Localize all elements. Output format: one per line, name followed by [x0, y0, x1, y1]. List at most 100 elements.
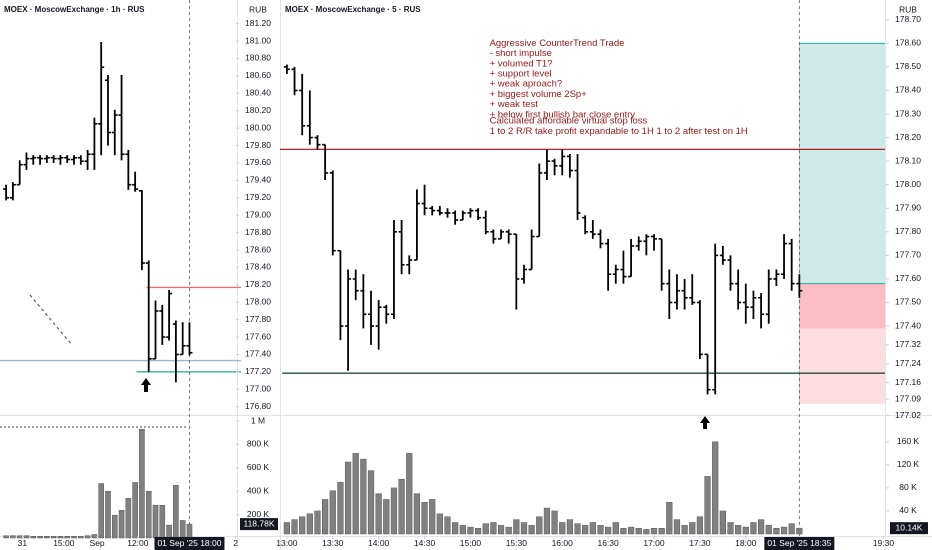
volume-bar — [750, 522, 757, 535]
y-tick-label: 177.80 — [245, 314, 271, 324]
y-tick-label: 178.40 — [895, 85, 921, 95]
volume-bar — [490, 522, 497, 535]
volume-bar — [712, 441, 719, 535]
y-tick-label: 177.02 — [895, 410, 921, 420]
volume-tick-label: 1 M — [251, 415, 265, 425]
volume-bar — [788, 523, 795, 535]
volume-bar — [559, 522, 566, 535]
x-tick-label: 14:30 — [414, 538, 436, 548]
volume-bar — [125, 497, 132, 539]
y-tick-label: 180.80 — [245, 53, 271, 63]
volume-bar — [719, 510, 726, 535]
y-tick-label: 177.40 — [895, 320, 921, 330]
chart-title: MOEX · MoscowExchange · 1h · RUS — [4, 5, 145, 14]
last-volume-label: 118.78K — [243, 518, 274, 528]
x-tick-label: 2 — [233, 538, 238, 548]
now-label-box — [764, 537, 835, 550]
y-tick-label: 178.50 — [895, 61, 921, 71]
volume-bar — [10, 535, 16, 539]
volume-bar — [118, 510, 125, 539]
annotation-text: + biggest volume 2Sp+ — [490, 89, 588, 100]
chart-title: MOEX · MoscowExchange · 5 · RUS — [285, 5, 421, 14]
volume-bar — [520, 522, 528, 535]
trend-drawing — [29, 294, 73, 346]
volume-bar — [291, 519, 298, 535]
y-tick-label: 178.00 — [895, 179, 921, 189]
volume-bar — [179, 520, 186, 539]
volume-bar — [84, 535, 91, 539]
volume-bar — [467, 526, 474, 535]
volume-tick-label: 800 K — [247, 439, 270, 449]
volume-bar — [582, 525, 589, 535]
y-tick-label: 179.60 — [245, 157, 271, 167]
volume-bar — [666, 502, 673, 535]
volume-bar — [742, 526, 749, 535]
volume-bar — [173, 485, 179, 539]
x-tick-label: 17:00 — [643, 538, 665, 548]
y-tick-label: 177.70 — [895, 250, 921, 260]
volume-bar — [50, 535, 57, 539]
annotation-text: Aggressive CounterTrend Trade — [490, 38, 625, 49]
volume-bar — [299, 516, 306, 535]
volume-bar — [30, 535, 37, 539]
volume-bar — [344, 461, 352, 535]
y-tick-label: 179.80 — [245, 140, 271, 150]
volume-bar — [367, 470, 375, 535]
y-tick-label: 177.09 — [895, 393, 921, 403]
volume-bar — [773, 527, 780, 535]
volume-tick-label: 400 K — [247, 485, 270, 495]
y-tick-label: 177.32 — [895, 339, 921, 349]
volume-bar — [566, 519, 573, 535]
last-volume-box — [240, 518, 278, 531]
volume-bar — [673, 519, 681, 535]
annotation-text: Calculated affordable virtual stop loss — [490, 116, 648, 127]
y-tick-label: 179.00 — [245, 209, 271, 219]
volume-bar — [337, 481, 344, 535]
y-tick-label: 177.90 — [895, 203, 921, 213]
volume-bar — [574, 523, 581, 535]
volume-bar — [765, 525, 772, 535]
y-tick-label: 178.40 — [245, 262, 271, 272]
x-tick-label: 14:00 — [368, 538, 390, 548]
volume-bar — [681, 525, 688, 535]
volume-bar — [696, 516, 704, 535]
last-volume-box — [890, 522, 928, 535]
volume-bar — [620, 527, 627, 535]
arrow-up-icon — [700, 416, 710, 429]
volume-bar — [643, 529, 650, 535]
volume-bar — [735, 525, 742, 535]
volume-bar — [635, 527, 642, 535]
x-tick-label: 16:30 — [597, 538, 619, 548]
y-tick-label: 179.40 — [245, 175, 271, 185]
x-tick-label: 18:00 — [735, 538, 757, 548]
last-volume-label: 10.14K — [896, 522, 923, 532]
y-tick-label: 178.30 — [895, 108, 921, 118]
y-tick-label: 178.10 — [895, 155, 921, 165]
x-tick-label: 17:30 — [689, 538, 711, 548]
volume-tick-label: 80 K — [899, 482, 917, 492]
annotation-text: + weak test — [490, 99, 539, 110]
y-tick-label: 177.20 — [245, 366, 271, 376]
volume-bar — [421, 502, 428, 535]
volume-bar — [436, 513, 443, 535]
volume-bar — [152, 504, 159, 539]
volume-bar — [429, 499, 436, 535]
volume-bar — [452, 522, 459, 535]
y-tick-label: 177.24 — [895, 358, 921, 368]
y-tick-label: 178.70 — [895, 14, 921, 24]
y-tick-label: 178.60 — [895, 38, 921, 48]
volume-bar — [505, 526, 512, 535]
volume-bar — [627, 526, 635, 535]
volume-bar — [71, 535, 77, 539]
volume-bar — [482, 523, 489, 535]
x-tick-label: 15:00 — [460, 538, 482, 548]
annotation-text: - short impulse — [490, 48, 552, 59]
volume-bar — [159, 504, 166, 539]
volume-bar — [727, 522, 734, 535]
volume-bar — [551, 510, 558, 535]
volume-bar — [329, 490, 336, 535]
volume-bar — [314, 510, 321, 535]
volume-bar — [283, 522, 291, 535]
y-tick-label: 178.20 — [895, 132, 921, 142]
